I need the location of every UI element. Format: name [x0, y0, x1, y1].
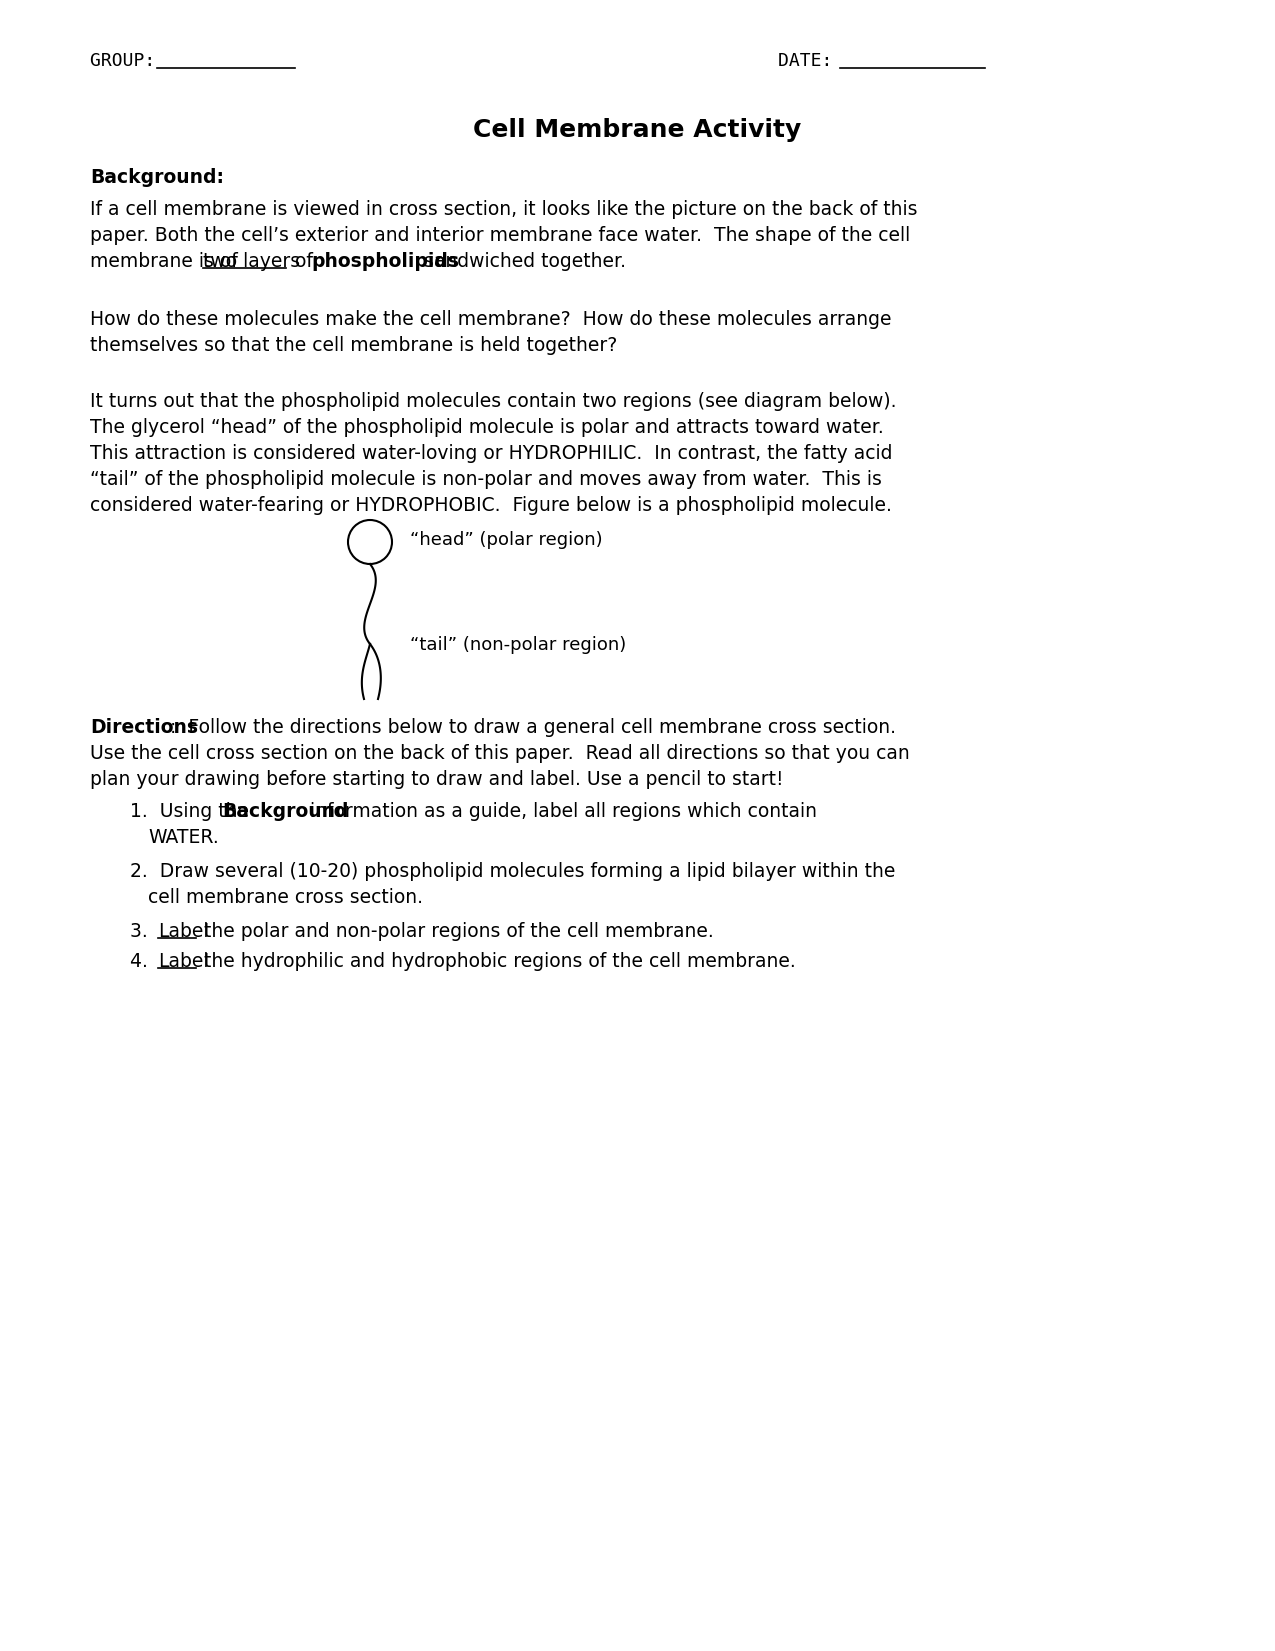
Text: GROUP:: GROUP: — [91, 51, 166, 69]
Text: Directions: Directions — [91, 718, 198, 736]
Text: DATE:: DATE: — [778, 51, 843, 69]
Text: Background:: Background: — [91, 168, 224, 187]
Text: The glycerol “head” of the phospholipid molecule is polar and attracts toward wa: The glycerol “head” of the phospholipid … — [91, 418, 884, 438]
Text: phospholipids: phospholipids — [311, 253, 459, 271]
Text: the hydrophilic and hydrophobic regions of the cell membrane.: the hydrophilic and hydrophobic regions … — [198, 953, 796, 971]
Text: the polar and non-polar regions of the cell membrane.: the polar and non-polar regions of the c… — [198, 921, 714, 941]
Text: themselves so that the cell membrane is held together?: themselves so that the cell membrane is … — [91, 337, 617, 355]
Text: :  Follow the directions below to draw a general cell membrane cross section.: : Follow the directions below to draw a … — [170, 718, 896, 736]
Text: membrane is of: membrane is of — [91, 253, 244, 271]
Text: This attraction is considered water-loving or HYDROPHILIC.  In contrast, the fat: This attraction is considered water-lovi… — [91, 444, 892, 462]
Text: “tail” of the phospholipid molecule is non-polar and moves away from water.  Thi: “tail” of the phospholipid molecule is n… — [91, 471, 882, 489]
Text: Label: Label — [158, 953, 209, 971]
Text: cell membrane cross section.: cell membrane cross section. — [148, 888, 423, 906]
Text: Background: Background — [222, 802, 348, 821]
Text: How do these molecules make the cell membrane?  How do these molecules arrange: How do these molecules make the cell mem… — [91, 310, 891, 329]
Text: Label: Label — [158, 921, 209, 941]
Text: “tail” (non-polar region): “tail” (non-polar region) — [411, 636, 626, 654]
Text: considered water-fearing or HYDROPHOBIC.  Figure below is a phospholipid molecul: considered water-fearing or HYDROPHOBIC.… — [91, 495, 892, 515]
Text: 3.: 3. — [130, 921, 159, 941]
Text: 2.  Draw several (10-20) phospholipid molecules forming a lipid bilayer within t: 2. Draw several (10-20) phospholipid mol… — [130, 862, 895, 882]
Text: 4.: 4. — [130, 953, 159, 971]
Text: It turns out that the phospholipid molecules contain two regions (see diagram be: It turns out that the phospholipid molec… — [91, 391, 896, 411]
Text: 1.  Using the: 1. Using the — [130, 802, 255, 821]
Text: “head” (polar region): “head” (polar region) — [411, 532, 603, 550]
Text: information as a guide, label all regions which contain: information as a guide, label all region… — [303, 802, 817, 821]
Text: sandwiched together.: sandwiched together. — [418, 253, 626, 271]
Text: two layers: two layers — [203, 253, 300, 271]
Text: Cell Membrane Activity: Cell Membrane Activity — [473, 117, 801, 142]
Text: plan your drawing before starting to draw and label. Use a pencil to start!: plan your drawing before starting to dra… — [91, 769, 784, 789]
Text: WATER.: WATER. — [148, 829, 219, 847]
Text: Use the cell cross section on the back of this paper.  Read all directions so th: Use the cell cross section on the back o… — [91, 745, 910, 763]
Text: If a cell membrane is viewed in cross section, it looks like the picture on the : If a cell membrane is viewed in cross se… — [91, 200, 918, 220]
Text: of: of — [289, 253, 319, 271]
Text: paper. Both the cell’s exterior and interior membrane face water.  The shape of : paper. Both the cell’s exterior and inte… — [91, 226, 910, 244]
